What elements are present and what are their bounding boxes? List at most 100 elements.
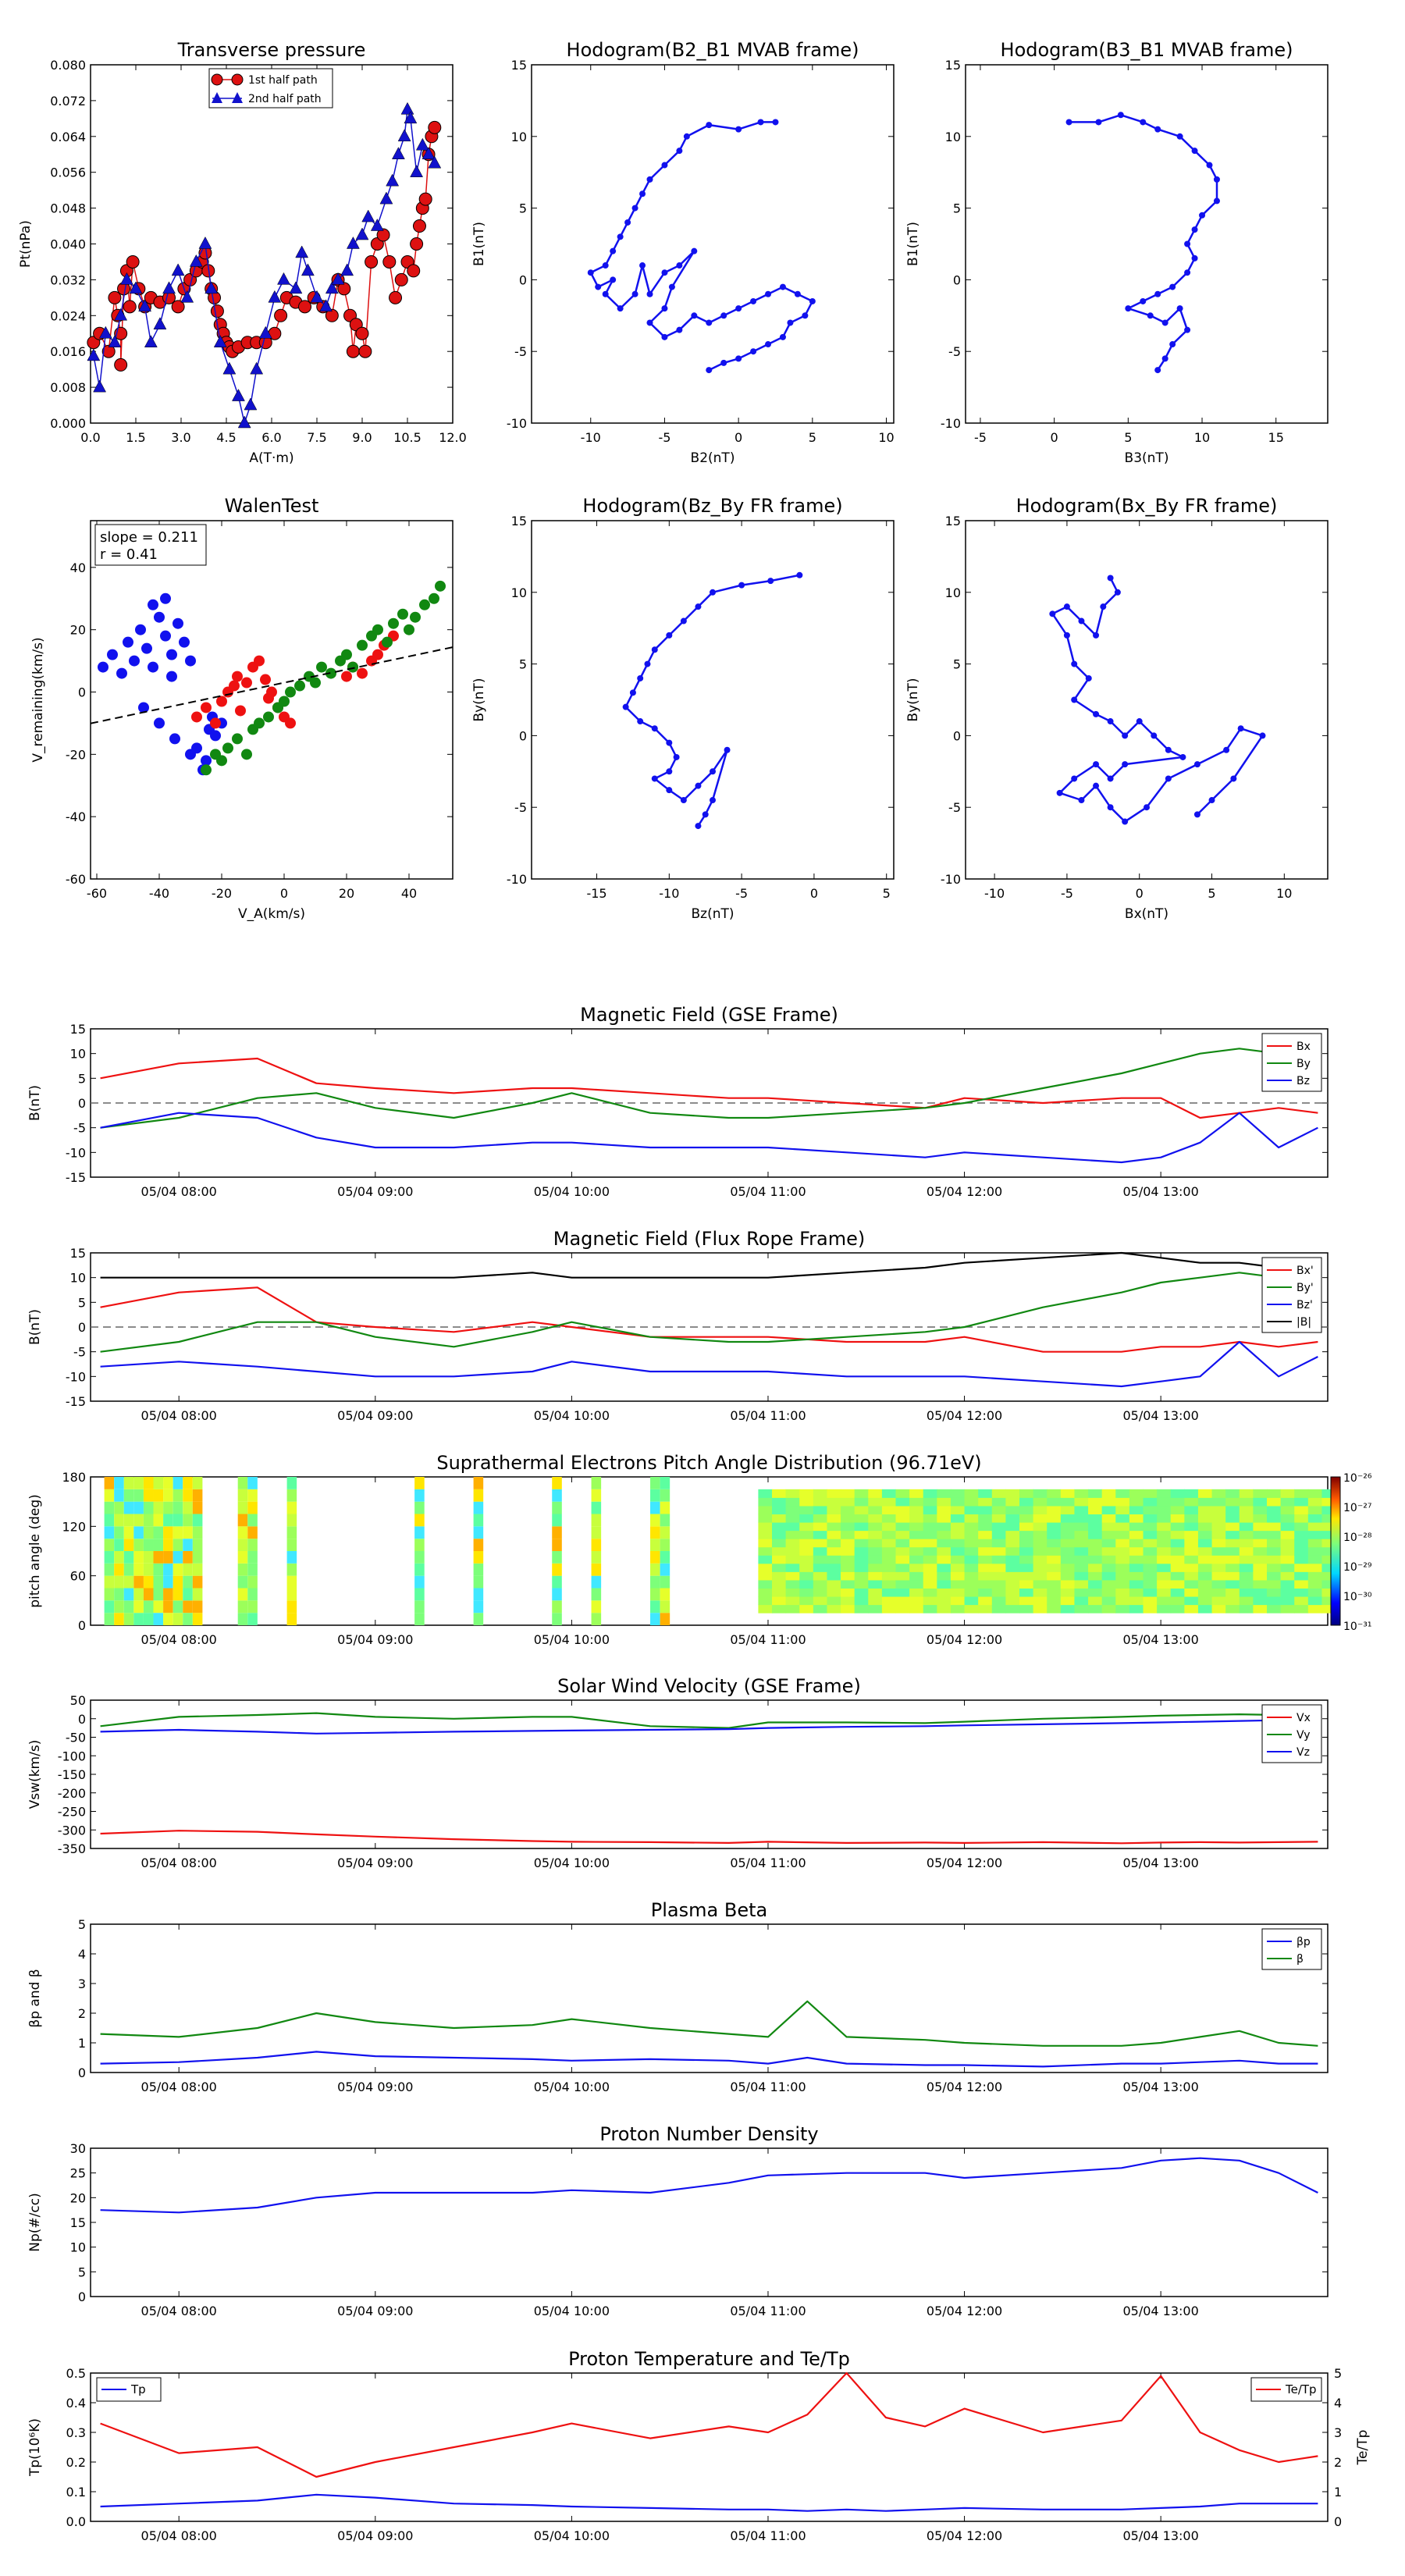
heatmap-cell — [1088, 1555, 1103, 1564]
data-point — [1107, 804, 1114, 811]
data-point — [407, 264, 421, 278]
heatmap-cell — [163, 1613, 173, 1625]
heatmap-cell — [991, 1604, 1006, 1614]
series-line-2 — [100, 1112, 1318, 1164]
heatmap-cell — [950, 1546, 966, 1556]
x-tick-label: 0 — [280, 886, 288, 901]
heatmap-cell — [1157, 1514, 1172, 1523]
data-point — [710, 768, 716, 775]
heatmap-cell — [1307, 1604, 1322, 1614]
heatmap-cell — [1280, 1530, 1295, 1539]
heatmap-cell — [1115, 1530, 1130, 1539]
data-point — [388, 617, 399, 629]
heatmap-cell — [1294, 1579, 1309, 1589]
heatmap-cell — [923, 1604, 937, 1614]
y-tick-label: -5 — [514, 800, 527, 815]
heatmap-cell — [660, 1501, 670, 1514]
heatmap-cell — [650, 1613, 660, 1625]
data-point — [210, 717, 221, 729]
data-point — [419, 599, 430, 610]
heatmap-cell — [133, 1526, 144, 1539]
data-point — [166, 649, 177, 660]
heatmap-cell — [1211, 1571, 1226, 1581]
heatmap-cell — [247, 1501, 258, 1514]
heatmap-cell — [1129, 1579, 1144, 1589]
y-tick-label: -20 — [66, 747, 86, 762]
heatmap-cell — [1170, 1579, 1185, 1589]
x-tick-label: -15 — [586, 886, 606, 901]
data-point — [720, 312, 727, 319]
data-point — [765, 290, 772, 297]
y-tick-label: -5 — [948, 800, 961, 815]
heatmap-cell — [133, 1489, 144, 1502]
heatmap-cell — [591, 1477, 602, 1489]
heatmap-cell — [1047, 1588, 1062, 1597]
heatmap-cell — [1088, 1579, 1103, 1589]
heatmap-cell — [1019, 1522, 1034, 1532]
heatmap-cell — [414, 1526, 425, 1539]
heatmap-cell — [758, 1530, 773, 1539]
y-tick-label: 0.000 — [50, 416, 86, 431]
heatmap-cell — [978, 1555, 993, 1564]
x-tick-label: -10 — [659, 886, 679, 901]
heatmap-cell — [868, 1555, 883, 1564]
data-point — [216, 755, 227, 767]
data-point — [666, 768, 673, 775]
data-point — [637, 718, 644, 725]
heatmap-cell — [937, 1530, 951, 1539]
heatmap-cell — [854, 1514, 869, 1523]
x-tick-label: 10 — [878, 430, 894, 445]
legend-frame — [1261, 1928, 1322, 1970]
data-point — [171, 263, 185, 276]
heatmap-cell — [1033, 1571, 1048, 1581]
data-point — [680, 797, 687, 804]
heatmap-cell — [854, 1555, 869, 1564]
heatmap-cell — [143, 1613, 154, 1625]
heatmap-cell — [1267, 1571, 1282, 1581]
panel-walen-test: WalenTest -60 -40 -20 0 20 40 -60 -40 -20 0 20 40 V_A… — [30, 495, 454, 922]
data-point — [779, 283, 786, 290]
heatmap-cell — [1005, 1555, 1020, 1564]
x-tick-label: 05/04 13:00 — [1122, 1184, 1198, 1199]
heatmap-cell — [1143, 1505, 1158, 1514]
heatmap-cell — [104, 1526, 115, 1539]
heatmap-cell — [123, 1539, 134, 1551]
data-point — [93, 379, 107, 393]
heatmap-cell — [552, 1551, 562, 1564]
heatmap-cell — [964, 1522, 979, 1532]
heatmap-cell — [1101, 1571, 1116, 1581]
heatmap-cell — [772, 1530, 787, 1539]
data-point — [1063, 603, 1070, 610]
heatmap-cell — [868, 1571, 883, 1581]
heatmap-cell — [1033, 1555, 1048, 1564]
heatmap-cell — [114, 1539, 124, 1551]
heatmap-cell — [1321, 1497, 1336, 1507]
heatmap-cell — [1115, 1522, 1130, 1532]
heatmap-cell — [1101, 1604, 1116, 1614]
data-point — [661, 333, 668, 340]
heatmap-cell — [1033, 1596, 1048, 1606]
x-tick-label: 10.5 — [393, 430, 422, 445]
heatmap-cell — [813, 1579, 827, 1589]
heatmap-cell — [785, 1505, 800, 1514]
heatmap-cell — [923, 1505, 937, 1514]
heatmap-cell — [153, 1489, 164, 1502]
data-point — [325, 281, 339, 294]
plot-frame — [965, 64, 1329, 424]
heatmap-cell — [1267, 1497, 1282, 1507]
heatmap-cell — [1184, 1514, 1199, 1523]
data-point — [166, 671, 177, 682]
heatmap-cell — [650, 1588, 660, 1601]
data-point — [410, 237, 424, 251]
heatmap-cell — [1280, 1505, 1295, 1514]
heatmap-cell — [1184, 1571, 1199, 1581]
heatmap-cell — [173, 1613, 183, 1625]
heatmap-cell — [909, 1514, 924, 1523]
data-point — [1151, 732, 1158, 739]
data-point — [1071, 660, 1078, 667]
data-point — [108, 290, 122, 304]
heatmap-cell — [1239, 1604, 1254, 1614]
series-line-0 — [100, 2051, 1318, 2068]
data-point — [198, 236, 212, 249]
heatmap-cell — [1143, 1489, 1158, 1498]
